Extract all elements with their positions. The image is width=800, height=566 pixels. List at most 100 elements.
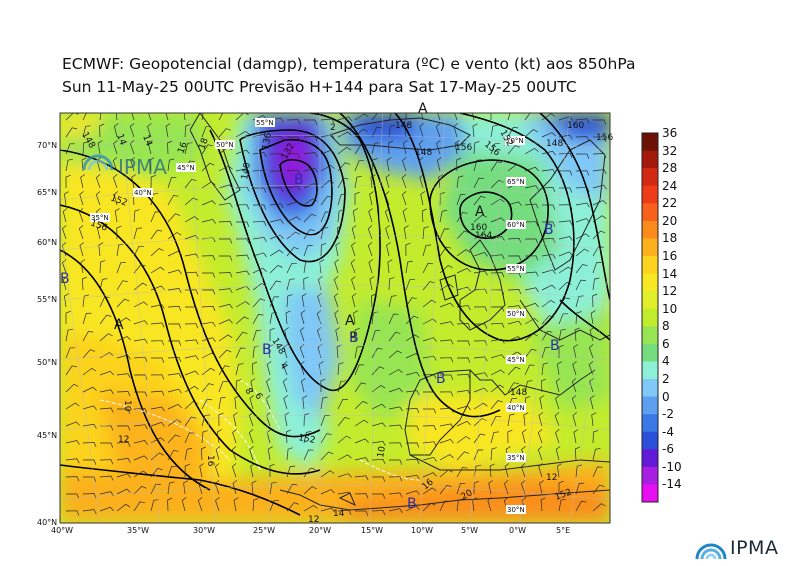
contour-label: 14 (114, 133, 127, 147)
contour-label: 148 (510, 388, 527, 398)
contour-label: 140 (240, 162, 253, 181)
wind-barbs (61, 113, 607, 516)
contour-label: 2 (330, 123, 336, 133)
colorbar-tick-label: 12 (662, 284, 678, 299)
contour-label: 136 (261, 132, 274, 151)
colorbar-tick-label: 32 (662, 143, 678, 158)
contour-label: 152 (297, 433, 316, 446)
contour-label: 14 (140, 134, 153, 148)
forecast-subtitle: Sun 11-May-25 00UTC Previsão H+144 para … (62, 78, 577, 96)
colorbar-swatch (642, 133, 658, 152)
temperature-colorbar (641, 132, 659, 503)
colorbar-tick-label: 4 (662, 354, 670, 369)
inner-lat-label: 50°N (507, 310, 525, 318)
high-pressure-label: A (345, 313, 355, 329)
contour-label: 6 (252, 392, 264, 402)
inner-lat-label: 35°N (507, 454, 525, 462)
lat-lon-grid (60, 113, 610, 523)
colorbar-tick-label: 28 (662, 161, 678, 176)
contour-label: 16 (176, 141, 189, 155)
colorbar-swatch (642, 484, 658, 503)
colorbar-swatch (642, 326, 658, 345)
colorbar-tick-label: -14 (662, 477, 682, 492)
colorbar-tick-label: 18 (662, 231, 678, 246)
colorbar-swatch (642, 308, 658, 327)
colorbar-swatch (642, 150, 658, 169)
low-pressure-label: B (436, 371, 446, 387)
lon-label: 20°W (309, 526, 331, 535)
colorbar-tick-label: 22 (662, 196, 678, 211)
colorbar-tick-label: 16 (662, 249, 678, 263)
high-pressure-label: A (475, 204, 485, 220)
colorbar-swatch (642, 185, 658, 204)
colorbar-swatch (642, 220, 658, 239)
colorbar-tick-label: 6 (662, 336, 670, 351)
inner-lat-label: 45°N (507, 356, 525, 364)
low-pressure-label: B (550, 338, 560, 354)
colorbar-swatch (642, 203, 658, 222)
lon-label: 40°W (51, 526, 73, 535)
coastlines (189, 113, 610, 511)
contour-label: 16 (205, 455, 215, 467)
contour-label: 14 (333, 509, 345, 519)
contour-label: 12 (308, 515, 319, 525)
map-axis-labels: 70°N 65°N 60°N 55°N 50°N 45°N 40°N 40°W … (37, 141, 570, 535)
colorbar-tick-label: -6 (662, 442, 674, 457)
lon-label: 10°W (411, 526, 433, 535)
lon-label: 0°W (509, 526, 526, 535)
lat-label: 45°N (37, 431, 57, 440)
low-pressure-label: B (349, 330, 359, 346)
contour-label: 4 (277, 362, 289, 372)
lon-label: 5°E (556, 526, 570, 535)
ipma-watermark: IPMA (82, 154, 167, 179)
low-pressure-label: B (262, 342, 272, 358)
colorbar-tick-label: 10 (662, 301, 678, 316)
inner-lat-label: 40°N (507, 404, 525, 412)
lat-label: 50°N (37, 358, 57, 367)
colorbar-swatch (642, 449, 658, 468)
contour-label: 0 (350, 331, 356, 341)
high-pressure-label: A (114, 317, 124, 333)
lat-label: 70°N (37, 141, 57, 150)
colorbar-tick-label: 20 (662, 213, 678, 228)
lat-label: 55°N (37, 295, 57, 304)
colorbar-tick-label: 24 (662, 178, 678, 193)
chart-title: ECMWF: Geopotencial (damgp), temperatura… (62, 55, 636, 73)
lon-label: 5°W (461, 526, 478, 535)
contour-label: 10 (376, 445, 388, 458)
colorbar-swatch (642, 168, 658, 187)
inner-lat-label: 40°N (134, 189, 152, 197)
colorbar-swatch (642, 343, 658, 362)
low-pressure-label: B (407, 496, 417, 512)
ipma-logo-text: IPMA (730, 537, 779, 559)
contour-label: 160 (567, 121, 584, 131)
contour-label: 156 (596, 133, 613, 143)
contour-label: 148 (546, 139, 563, 149)
contour-label: 8 (242, 387, 254, 397)
contour-label: 160 (470, 223, 487, 233)
high-pressure-label: A (418, 101, 428, 117)
inner-lat-label: 70°N (506, 137, 524, 145)
inner-lat-label: 65°N (507, 178, 525, 186)
contour-label: 18 (197, 137, 210, 151)
low-pressure-label: B (294, 172, 304, 188)
lon-label: 15°W (361, 526, 383, 535)
inner-lat-label: 55°N (256, 119, 274, 127)
colorbar-swatch (642, 291, 658, 310)
contour-label: 10 (122, 400, 132, 412)
low-pressure-label: B (544, 222, 554, 238)
colorbar-tick-label: 8 (662, 319, 670, 334)
contour-label: 12 (118, 435, 129, 445)
colorbar-tick-label: -10 (662, 459, 682, 474)
colorbar-swatch (642, 256, 658, 275)
pressure-centers: A A A A B B B B B B B B (60, 101, 560, 512)
colorbar-tick-label: -4 (662, 424, 674, 439)
colorbar-tick-label: 14 (662, 266, 678, 281)
colorbar-tick-label: 36 (662, 126, 678, 140)
inner-lat-label: 55°N (507, 265, 525, 273)
contour-label: 156 (455, 143, 472, 153)
inner-lat-label: 60°N (507, 221, 525, 229)
contour-label: 164 (475, 231, 492, 241)
contour-label: 148 (415, 148, 432, 158)
inner-lat-label: 30°N (507, 506, 525, 514)
